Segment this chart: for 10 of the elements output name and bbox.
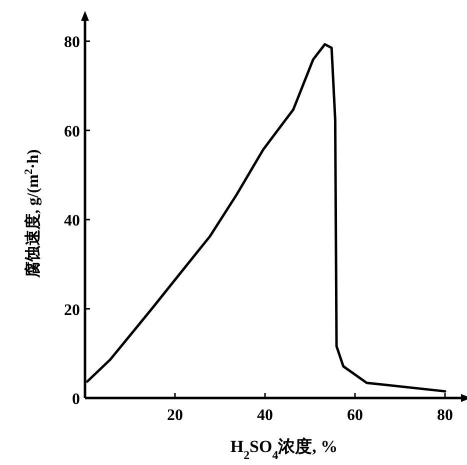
y-tick-label: 60 <box>64 123 80 140</box>
x-tick-label: 60 <box>347 407 363 424</box>
x-tick-label: 20 <box>167 407 183 424</box>
x-tick-label: 80 <box>437 407 453 424</box>
y-tick-label: 40 <box>64 212 80 230</box>
y-tick-label: 0 <box>72 391 80 408</box>
y-tick-label: 20 <box>64 302 80 319</box>
x-tick-label: 40 <box>257 407 273 424</box>
x-axis-title: H$_{2}$SO$_{4}$浓度, % <box>230 437 338 462</box>
y-tick-label: 80 <box>64 34 80 52</box>
